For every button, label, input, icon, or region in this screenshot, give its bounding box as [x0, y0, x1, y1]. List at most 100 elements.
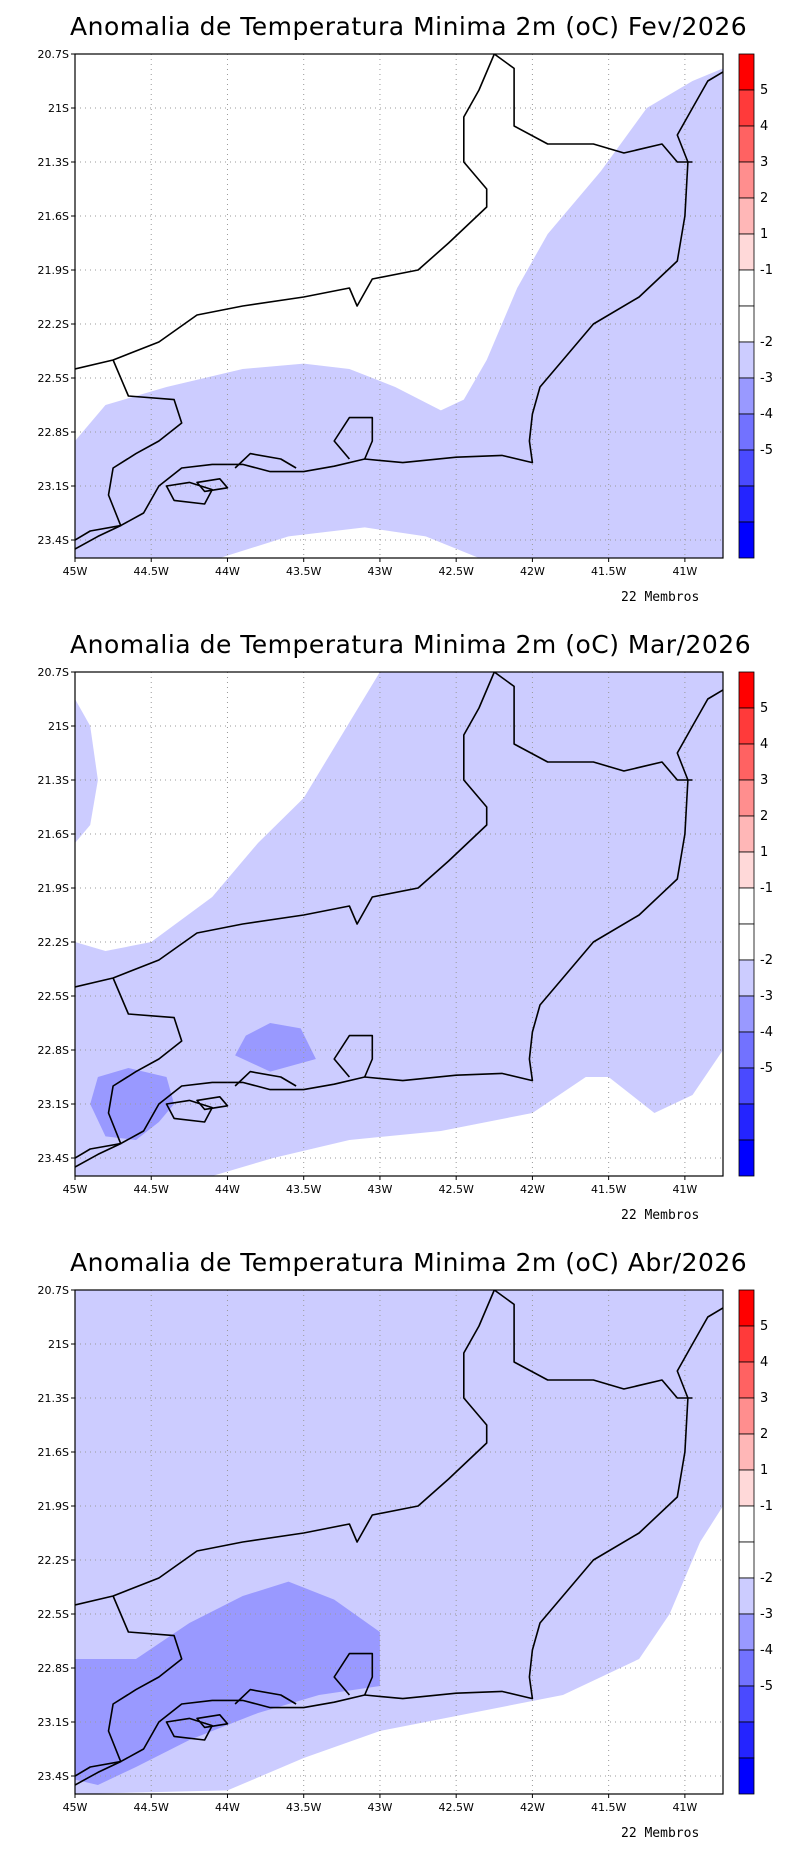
colorbar-label: 2: [760, 809, 768, 824]
colorbar-swatch: [738, 1685, 755, 1723]
island: [165, 481, 213, 505]
colorbar-label: 1: [760, 845, 768, 860]
west-border: [75, 1595, 183, 1777]
x-tick-label: 44W: [215, 1183, 240, 1196]
x-tick-label: 42W: [520, 1183, 545, 1196]
colorbar-swatch: [738, 197, 755, 235]
colorbar-swatch: [738, 1577, 755, 1615]
y-tick-label: 21.6S: [38, 210, 69, 223]
sepetiba-bay: [234, 1688, 297, 1705]
colorbar-swatch: [738, 269, 755, 307]
colorbar-label: -1: [760, 263, 773, 278]
colorbar-swatch: [738, 851, 755, 889]
island: [165, 1099, 213, 1123]
colorbar-swatch: [738, 1505, 755, 1543]
y-tick-label: 23.4S: [38, 1770, 69, 1783]
x-tick-label: 41W: [672, 565, 697, 578]
y-tick-label: 21S: [48, 1338, 69, 1351]
map-area: [75, 1290, 723, 1794]
colorbar-swatch: [738, 233, 755, 271]
y-tick-label: 21.9S: [38, 1500, 69, 1513]
y-tick-label: 21.9S: [38, 264, 69, 277]
colorbar-label: 5: [760, 1319, 768, 1334]
colorbar-label: -2: [760, 335, 773, 350]
x-tick-label: 43W: [368, 1183, 393, 1196]
colorbar-label: -5: [760, 1679, 773, 1694]
colorbar-swatch: [738, 305, 755, 343]
panel-abr: Anomalia de Temperatura Minima 2m (oC) A…: [0, 1236, 800, 1854]
colorbar-label: -3: [760, 1607, 773, 1622]
x-tick-label: 44W: [215, 1801, 240, 1814]
y-tick-label: 22.8S: [38, 426, 69, 439]
colorbar-swatch: [738, 707, 755, 745]
colorbar-swatch: [738, 1031, 755, 1069]
y-tick-label: 23.1S: [38, 480, 69, 493]
colorbar-swatch: [738, 485, 755, 523]
x-tick-label: 44.5W: [134, 565, 169, 578]
y-tick-label: 22.8S: [38, 1662, 69, 1675]
y-tick-label: 21.9S: [38, 882, 69, 895]
y-tick-label: 22.2S: [38, 936, 69, 949]
map-area: [75, 54, 723, 558]
panel-mar: Anomalia de Temperatura Minima 2m (oC) M…: [0, 618, 800, 1236]
x-tick-label: 41.5W: [591, 1183, 626, 1196]
x-tick-label: 45W: [63, 1801, 88, 1814]
sepetiba-bay: [234, 452, 297, 469]
colorbar-swatch: [738, 995, 755, 1033]
anomaly-shading: [90, 1068, 175, 1140]
map-plot: 20.7S21S21.3S21.6S21.9S22.2S22.5S22.8S23…: [38, 48, 773, 578]
colorbar-swatch: [738, 923, 755, 961]
colorbar-swatch: [738, 1103, 755, 1141]
panel-title: Anomalia de Temperatura Minima 2m (oC) A…: [70, 1248, 748, 1277]
y-tick-label: 21.3S: [38, 774, 69, 787]
colorbar-label: -2: [760, 1571, 773, 1586]
colorbar-label: -5: [760, 1061, 773, 1076]
x-tick-label: 42.5W: [438, 565, 473, 578]
colorbar-swatch: [738, 1649, 755, 1687]
members-label: 22 Membros: [621, 1208, 700, 1223]
y-tick-label: 22.5S: [38, 1608, 69, 1621]
colorbar-label: -1: [760, 1499, 773, 1514]
map-plot: 20.7S21S21.3S21.6S21.9S22.2S22.5S22.8S23…: [38, 1284, 773, 1814]
colorbar-swatch: [738, 1613, 755, 1651]
members-label: 22 Membros: [621, 1826, 700, 1841]
colorbar-label: 4: [760, 119, 768, 134]
x-tick-label: 43W: [368, 565, 393, 578]
colorbar-swatch: [738, 161, 755, 199]
colorbar-swatch: [738, 449, 755, 487]
colorbar-label: 5: [760, 701, 768, 716]
colorbar-label: -1: [760, 881, 773, 896]
colorbar-swatch: [738, 671, 755, 709]
colorbar-label: 5: [760, 83, 768, 98]
colorbar-swatch: [738, 1067, 755, 1105]
colorbar-label: -3: [760, 371, 773, 386]
west-border: [75, 359, 183, 541]
x-tick-label: 41W: [672, 1801, 697, 1814]
colorbar-swatch: [738, 413, 755, 451]
y-tick-label: 23.1S: [38, 1716, 69, 1729]
x-tick-label: 43.5W: [286, 1801, 321, 1814]
colorbar-label: -3: [760, 989, 773, 1004]
x-tick-label: 44.5W: [134, 1183, 169, 1196]
map-plot: 20.7S21S21.3S21.6S21.9S22.2S22.5S22.8S23…: [38, 666, 773, 1196]
colorbar-label: 1: [760, 1463, 768, 1478]
colorbar-swatch: [738, 521, 755, 559]
y-tick-label: 21.6S: [38, 828, 69, 841]
y-tick-label: 20.7S: [38, 48, 69, 61]
colorbar-swatch: [738, 1469, 755, 1507]
colorbar-swatch: [738, 1757, 755, 1795]
x-tick-label: 43.5W: [286, 565, 321, 578]
coastline: [75, 71, 723, 550]
x-tick-label: 41W: [672, 1183, 697, 1196]
state-border: [75, 672, 693, 988]
sepetiba-bay: [234, 1070, 297, 1087]
y-tick-label: 22.5S: [38, 372, 69, 385]
colorbar-swatch: [738, 1541, 755, 1579]
colorbar-swatch: [738, 89, 755, 127]
colorbar-label: -4: [760, 407, 773, 422]
anomaly-shading: [235, 1023, 316, 1072]
coastline: [75, 689, 723, 1168]
guanabara-bay: [333, 1652, 374, 1696]
panel-title: Anomalia de Temperatura Minima 2m (oC) M…: [70, 630, 752, 659]
y-tick-label: 23.1S: [38, 1098, 69, 1111]
